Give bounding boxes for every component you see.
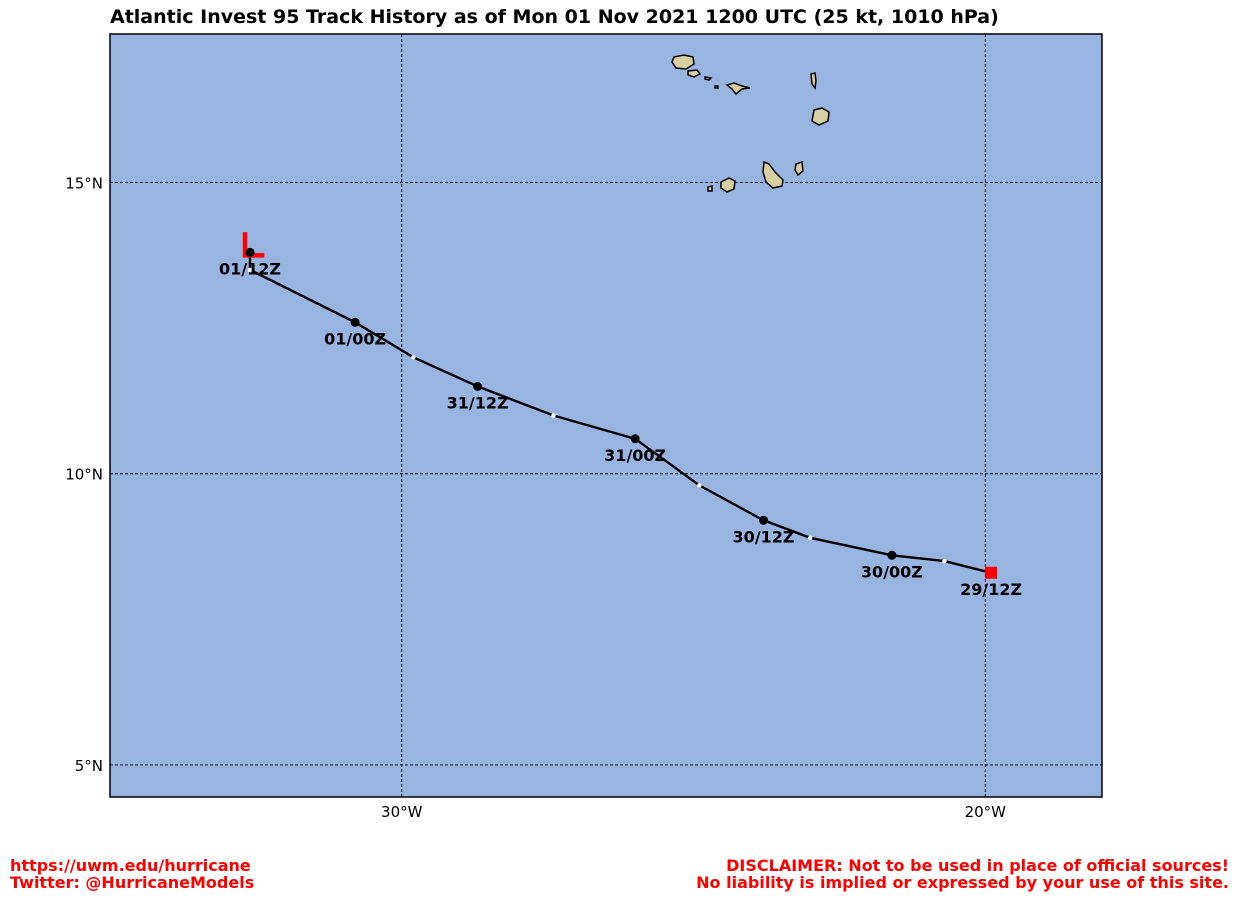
- map-title: Atlantic Invest 95 Track History as of M…: [110, 6, 999, 28]
- track-point-label: 01/12Z: [219, 259, 281, 278]
- track-minor-point: [808, 535, 813, 541]
- island-brava: [707, 185, 713, 192]
- track-point-label: 31/00Z: [604, 446, 666, 465]
- track-point: [887, 550, 897, 560]
- track-point: [759, 515, 769, 525]
- genesis-square-marker: [985, 566, 998, 579]
- track-minor-point: [247, 267, 253, 273]
- disclaimer-line-1: DISCLAIMER: Not to be used in place of o…: [726, 856, 1229, 875]
- disclaimer-line-2: No liability is implied or expressed by …: [696, 873, 1229, 892]
- low-pressure-symbol: [242, 232, 265, 258]
- island-islet: [714, 85, 719, 89]
- island-boa-vista: [811, 107, 830, 126]
- latitude-tick-label: 15°N: [65, 175, 103, 193]
- twitter-handle[interactable]: Twitter: @HurricaneModels: [10, 873, 255, 892]
- track-point-label: 30/12Z: [733, 527, 795, 546]
- map-frame: [109, 33, 1103, 798]
- website-link[interactable]: https://uwm.edu/hurricane: [10, 856, 251, 875]
- longitude-tick-label: 20°W: [965, 803, 1007, 821]
- current-position-dot: [245, 247, 255, 257]
- island-maio: [794, 160, 804, 177]
- track-minor-point: [411, 355, 416, 360]
- gridlines: [110, 34, 1102, 797]
- island-sao-nicolau: [725, 82, 751, 96]
- axis-ticks: 30°W 20°W 15°N 10°N 5°N: [65, 175, 1006, 821]
- track-point-label: 29/12Z: [960, 580, 1022, 599]
- track-minor-point: [697, 483, 702, 488]
- island-santa-luzia: [704, 76, 713, 81]
- track-point-label: 01/00Z: [324, 329, 386, 348]
- island-fogo: [720, 177, 736, 193]
- track-point: [350, 317, 360, 327]
- island-sao-vicente: [687, 69, 702, 78]
- track-point-label: 31/12Z: [447, 393, 509, 412]
- storm-track: 29/12Z 30/00Z 30/12Z 31/00Z 31/12Z 01/00Z 01/1…: [219, 232, 1022, 599]
- island-santo-antao: [671, 54, 695, 70]
- longitude-tick-label: 30°W: [381, 803, 423, 821]
- latitude-tick-label: 10°N: [65, 466, 103, 484]
- ocean-background: [110, 34, 1102, 797]
- latitude-tick-label: 5°N: [75, 757, 103, 775]
- disclaimer: DISCLAIMER: Not to be used in place of o…: [696, 857, 1229, 891]
- cape-verde-islands: [671, 54, 830, 193]
- island-santiago: [762, 160, 784, 189]
- footer-links: https://uwm.edu/hurricane Twitter: @Hurr…: [10, 857, 254, 891]
- track-point-label: 30/00Z: [861, 562, 923, 581]
- island-sal: [810, 72, 817, 90]
- track-point: [473, 381, 483, 391]
- track-minor-point: [942, 558, 947, 564]
- track-minor-point: [551, 413, 556, 418]
- track-point: [630, 434, 640, 444]
